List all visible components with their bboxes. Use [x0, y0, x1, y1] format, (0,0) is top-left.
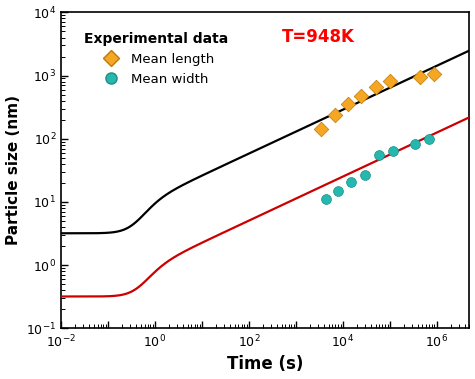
- Point: [323, 196, 330, 202]
- Y-axis label: Particle size (nm): Particle size (nm): [6, 96, 20, 245]
- Point: [426, 136, 433, 142]
- Point: [417, 74, 424, 80]
- Point: [411, 141, 419, 147]
- Point: [332, 112, 339, 118]
- Point: [347, 179, 355, 185]
- Point: [317, 125, 325, 132]
- Point: [375, 152, 383, 158]
- Point: [334, 188, 342, 194]
- Point: [390, 147, 397, 153]
- X-axis label: Time (s): Time (s): [227, 356, 304, 373]
- Legend: Mean length, Mean width: Mean length, Mean width: [80, 28, 232, 89]
- Point: [344, 101, 352, 107]
- Point: [361, 172, 369, 178]
- Point: [431, 71, 438, 77]
- Point: [386, 78, 393, 84]
- Point: [358, 93, 365, 99]
- Point: [372, 85, 380, 91]
- Text: T=948K: T=948K: [282, 28, 355, 46]
